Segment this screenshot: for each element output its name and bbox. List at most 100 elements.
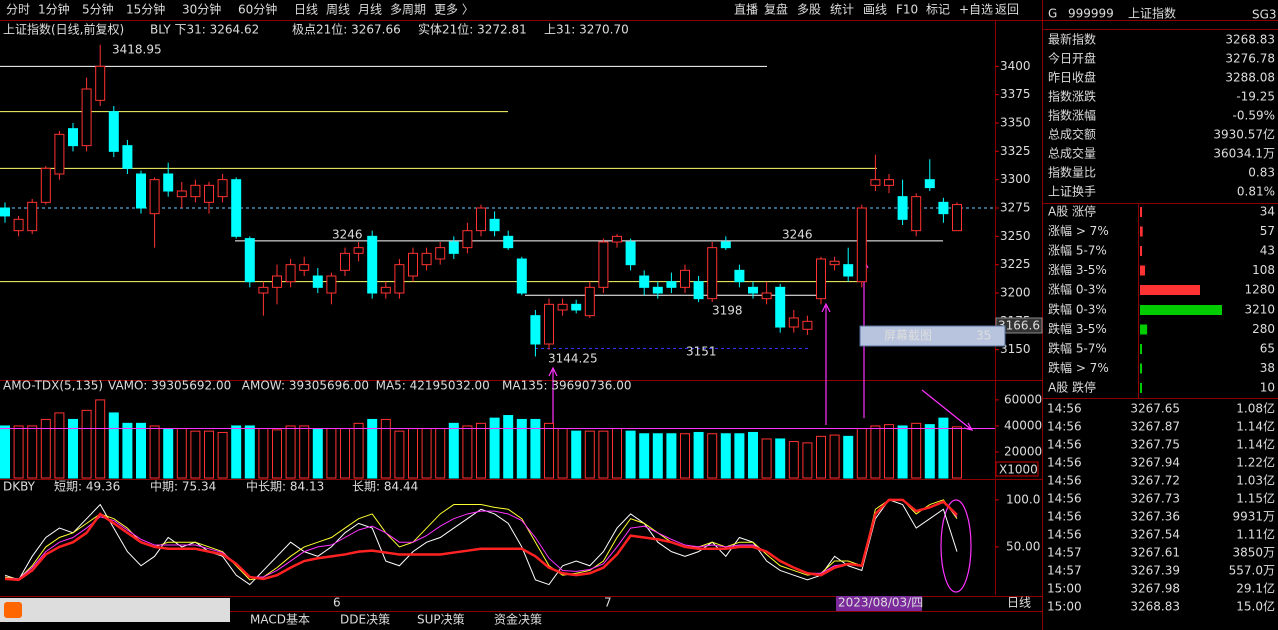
period-tab[interactable]: 多周期 xyxy=(390,3,426,17)
bottom-tab[interactable]: 资金决策 xyxy=(494,612,542,627)
tick-price: 3267.98 xyxy=(1130,582,1180,596)
candle-body xyxy=(380,286,391,294)
tool-button[interactable]: 直播 xyxy=(734,3,758,17)
period-tab[interactable]: 周线 xyxy=(326,3,350,17)
tick-price: 3268.83 xyxy=(1130,600,1180,614)
volume-bar xyxy=(734,433,745,479)
candle-body xyxy=(788,317,799,328)
period-tab[interactable]: 5分钟 xyxy=(82,2,114,17)
period-tab[interactable]: 更多 〉 xyxy=(434,3,474,17)
quote-label: 今日开盘 xyxy=(1048,51,1096,66)
volume-bar xyxy=(462,425,473,479)
volume-bar xyxy=(448,422,459,479)
y-tick-label: 3325 xyxy=(1000,144,1031,158)
tick-price: 3267.73 xyxy=(1130,492,1180,506)
volume-bar xyxy=(40,418,51,479)
breadth-value: 43 xyxy=(1260,244,1275,258)
candle-body xyxy=(421,252,432,266)
volume-bar xyxy=(136,422,146,479)
date-highlight xyxy=(836,596,922,611)
candle-body xyxy=(136,173,146,209)
series-line xyxy=(4,498,958,582)
candle-body xyxy=(435,247,446,260)
quote-label: 指数量比 xyxy=(1048,165,1096,180)
candle-body xyxy=(734,269,745,283)
popup-text: 屏幕截图 xyxy=(884,329,932,343)
volume-bar xyxy=(557,428,568,479)
candle-body xyxy=(108,111,119,152)
period-tab[interactable]: 1分钟 xyxy=(38,2,70,17)
volume-bar xyxy=(394,430,405,479)
volume-bar xyxy=(639,433,650,479)
volume-bar xyxy=(285,425,296,479)
quote-label: 昨日收盘 xyxy=(1048,70,1096,85)
breadth-label: 涨幅 3-5% xyxy=(1048,262,1107,277)
volume-bar xyxy=(108,412,119,479)
tool-button[interactable]: 统计 xyxy=(830,3,854,17)
tool-button[interactable]: 标记 xyxy=(926,3,950,17)
volume-bar xyxy=(272,429,282,479)
bottom-tab[interactable]: SUP决策 xyxy=(417,613,465,627)
tool-button[interactable]: +自选 xyxy=(959,3,993,17)
quote-label: 指数涨跌 xyxy=(1048,89,1096,104)
tick-amount: 29.1亿 xyxy=(1236,581,1275,596)
tick-amount: 1.08亿 xyxy=(1236,401,1275,416)
volume-bar xyxy=(27,425,38,479)
tool-button[interactable]: 复盘 xyxy=(764,2,788,17)
volume-bar xyxy=(13,425,24,479)
y-tick-label: 3400 xyxy=(1000,59,1031,73)
tick-amount: 1.14亿 xyxy=(1236,437,1275,452)
volume-bar xyxy=(0,425,10,479)
bottom-tab[interactable]: DDE决策 xyxy=(340,613,390,627)
x-label: 2023/08/03/四 xyxy=(838,596,923,610)
candle-body xyxy=(448,241,459,254)
candle-body xyxy=(503,235,514,249)
quote-value: 3288.08 xyxy=(1225,71,1275,85)
volume-bar xyxy=(584,430,595,479)
period-tab[interactable]: 15分钟 xyxy=(126,2,165,17)
x-label: 6 xyxy=(333,596,341,610)
period-tab[interactable]: 60分钟 xyxy=(238,2,277,17)
quote-value: 3276.78 xyxy=(1225,52,1275,66)
icon-label[interactable]: 中 xyxy=(30,602,42,617)
tick-amount: 1.15亿 xyxy=(1236,491,1275,506)
tool-button[interactable]: 画线 xyxy=(863,3,887,17)
tool-button[interactable]: 多股 xyxy=(797,3,821,17)
bottom-tab[interactable]: MACD基本 xyxy=(250,613,310,627)
tick-time: 14:56 xyxy=(1047,528,1082,542)
candle-body xyxy=(856,207,867,283)
volume-bar xyxy=(258,428,269,479)
volume-bar xyxy=(204,430,214,479)
tick-price: 3267.61 xyxy=(1130,546,1180,560)
legend-entry: 中长期: 84.13 xyxy=(246,479,324,494)
x-label: 7 xyxy=(604,596,612,610)
period-tab[interactable]: 30分钟 xyxy=(182,2,221,17)
tick-amount: 1.11亿 xyxy=(1236,527,1275,542)
candle-body xyxy=(95,65,106,101)
candle-body xyxy=(340,252,350,271)
period-tab[interactable]: 分时 xyxy=(6,3,30,17)
candle-body xyxy=(326,275,337,294)
tick-price: 3267.39 xyxy=(1130,564,1180,578)
y-tick-label: 3275 xyxy=(1000,201,1031,215)
y-tick-label: 50.00 xyxy=(1006,539,1040,553)
candle-body xyxy=(27,201,38,232)
tick-time: 15:00 xyxy=(1047,600,1082,614)
icon-label[interactable]: 简 xyxy=(140,603,152,617)
annotation: 3246 xyxy=(332,228,363,242)
volume-bar xyxy=(149,425,160,479)
volume-bar xyxy=(802,442,813,479)
candle-body xyxy=(462,230,473,249)
candle-body xyxy=(285,264,296,283)
breadth-value: 10 xyxy=(1260,381,1275,395)
tool-button[interactable]: F10 xyxy=(896,3,918,17)
popup-count: 35 xyxy=(976,329,991,343)
period-tab[interactable]: 日线 xyxy=(294,3,318,17)
tick-price: 3267.65 xyxy=(1130,402,1180,416)
stock-code: 999999 xyxy=(1068,7,1114,21)
candle-body xyxy=(258,286,269,294)
breadth-label: 涨幅 5-7% xyxy=(1048,243,1107,258)
period-tab[interactable]: 月线 xyxy=(358,3,382,17)
tool-button[interactable]: 返回 xyxy=(995,3,1019,17)
